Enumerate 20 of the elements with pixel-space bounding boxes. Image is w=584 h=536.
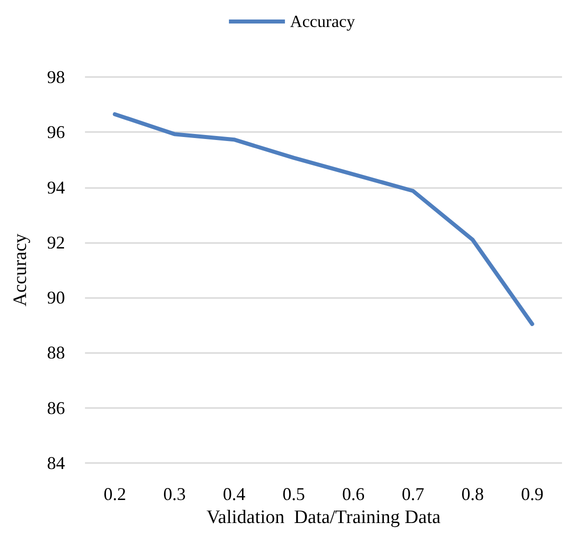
x-tick-label: 0.2 (104, 484, 126, 504)
y-tick-label: 94 (47, 177, 65, 198)
y-tick-label: 86 (47, 398, 65, 418)
x-tick-label: 0.3 (163, 484, 186, 504)
y-tick-label: 98 (47, 67, 65, 87)
x-tick-label: 0.5 (282, 484, 305, 504)
y-tick-label: 90 (47, 288, 65, 308)
x-tick-label: 0.7 (402, 484, 424, 504)
x-tick-label: 0.6 (342, 484, 365, 504)
y-axis-title: Accuracy (10, 233, 31, 306)
legend-label: Accuracy (290, 12, 356, 31)
y-tick-label: 84 (47, 453, 65, 473)
x-tick-label: 0.4 (222, 484, 246, 504)
x-axis-title: Validation Data/Training Data (206, 506, 442, 528)
y-tick-label: 88 (47, 342, 65, 363)
x-tick-label: 0.9 (520, 484, 544, 504)
line-series (112, 112, 534, 326)
y-tick-label: 96 (47, 122, 65, 142)
y-tick-label: 92 (47, 232, 65, 252)
x-tick-label: 0.8 (461, 484, 484, 504)
